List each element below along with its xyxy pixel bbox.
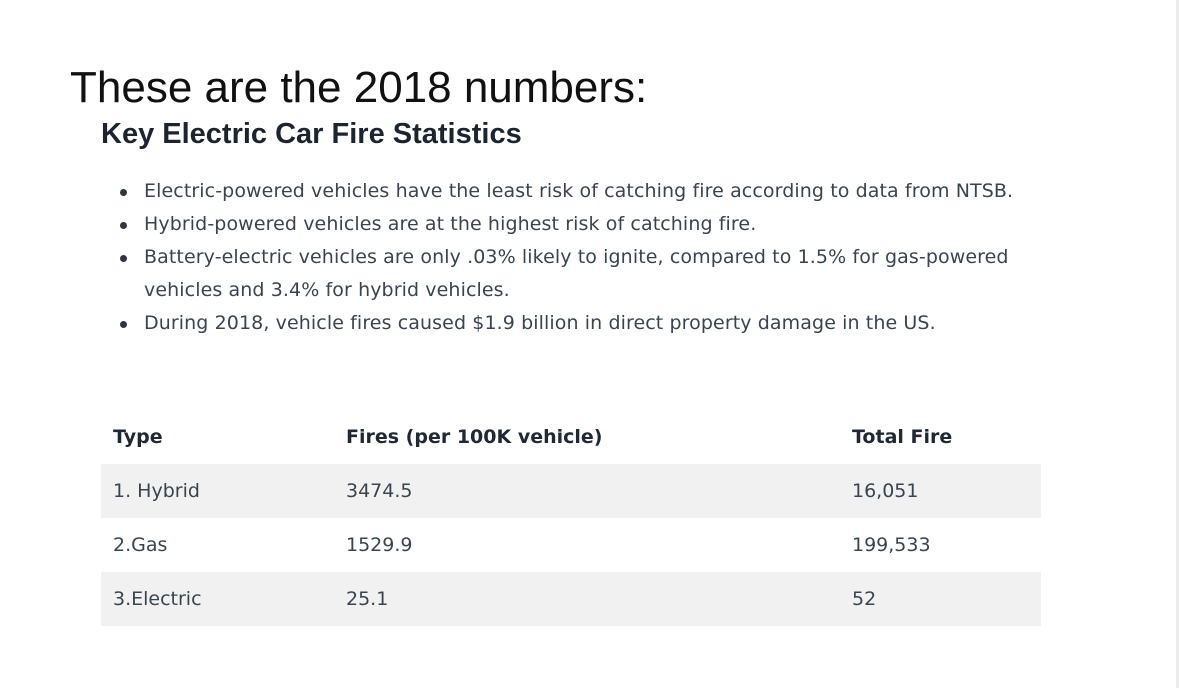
fact-item: Battery-electric vehicles are only .03% … bbox=[101, 241, 1041, 307]
cell-total: 52 bbox=[840, 572, 1041, 626]
cell-fires: 3474.5 bbox=[334, 464, 840, 518]
table-header-row: Type Fires (per 100K vehicle) Total Fire bbox=[101, 409, 1041, 464]
fact-text: During 2018, vehicle fires caused $1.9 b… bbox=[144, 312, 936, 334]
fact-text: Battery-electric vehicles are only .03% … bbox=[144, 246, 1009, 301]
table-row: 1. Hybrid 3474.5 16,051 bbox=[101, 464, 1041, 518]
article-section: Key Electric Car Fire Statistics Electri… bbox=[101, 114, 1041, 340]
fact-text: Hybrid-powered vehicles are at the highe… bbox=[144, 213, 757, 235]
cell-fires: 25.1 bbox=[334, 572, 840, 626]
fact-item: During 2018, vehicle fires caused $1.9 b… bbox=[101, 307, 1041, 340]
cell-type: 3.Electric bbox=[101, 572, 334, 626]
cell-total: 199,533 bbox=[852, 534, 931, 556]
bullet-icon bbox=[120, 222, 127, 229]
right-edge-border bbox=[1176, 0, 1179, 688]
bullet-icon bbox=[120, 255, 127, 262]
header-fires-per-100k: Fires (per 100K vehicle) bbox=[346, 425, 603, 448]
fact-item: Hybrid-powered vehicles are at the highe… bbox=[101, 208, 1041, 241]
cell-type: 1. Hybrid bbox=[101, 464, 334, 518]
bullet-icon bbox=[120, 189, 127, 196]
fact-text: Electric-powered vehicles have the least… bbox=[144, 180, 1014, 202]
cell-fires: 1529.9 bbox=[346, 534, 413, 556]
table-row: 2.Gas 1529.9 199,533 bbox=[101, 518, 1041, 572]
article-heading: Key Electric Car Fire Statistics bbox=[101, 118, 522, 150]
bullet-icon bbox=[120, 321, 127, 328]
header-total-fire: Total Fire bbox=[852, 425, 953, 448]
header-type: Type bbox=[113, 425, 163, 448]
caption-text: These are the 2018 numbers: bbox=[70, 63, 648, 112]
cell-total: 16,051 bbox=[840, 464, 1041, 518]
fact-item: Electric-powered vehicles have the least… bbox=[101, 175, 1041, 208]
fire-stats-table: Type Fires (per 100K vehicle) Total Fire… bbox=[101, 409, 1041, 626]
cell-type: 2.Gas bbox=[113, 534, 168, 556]
table-row: 3.Electric 25.1 52 bbox=[101, 572, 1041, 626]
fact-list: Electric-powered vehicles have the least… bbox=[101, 175, 1041, 340]
